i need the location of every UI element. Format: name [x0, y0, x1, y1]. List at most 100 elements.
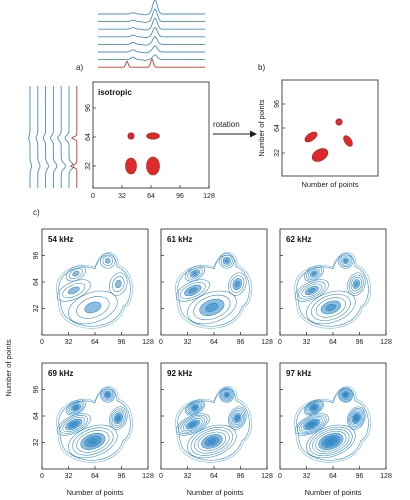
contour-ring	[56, 279, 91, 302]
envelope-contour	[294, 252, 371, 329]
top-trace	[98, 36, 205, 46]
ytick-label: 64	[33, 412, 40, 420]
xtick-label: 96	[237, 473, 245, 480]
contour-ring	[348, 407, 365, 429]
contour-ring	[307, 268, 321, 279]
xtick-label: 96	[237, 339, 245, 346]
contour-ring	[193, 406, 197, 409]
xtick-label: 0	[159, 473, 163, 480]
isotropic-xtick-label: 32	[118, 193, 126, 200]
xtick-label: 64	[91, 473, 99, 480]
xtick-label: 64	[210, 339, 218, 346]
spectrum-title: 62 kHz	[286, 235, 311, 244]
contour-ring	[56, 413, 91, 436]
rotated-peak	[304, 131, 318, 143]
envelope-contour	[175, 252, 252, 329]
top-trace	[98, 8, 205, 23]
xtick-label: 64	[210, 473, 218, 480]
top-trace	[98, 54, 205, 61]
contour-ring	[88, 438, 98, 445]
contour-ring	[309, 422, 315, 427]
xtick-label: 128	[142, 339, 154, 346]
contour-ring	[350, 277, 362, 292]
contour-ring	[188, 287, 198, 294]
xtick-label: 32	[184, 473, 192, 480]
envelope-contour-inner	[177, 388, 250, 461]
contour-ring	[315, 297, 346, 318]
panel-label-c: c)	[33, 208, 40, 217]
contour-ring	[192, 271, 198, 276]
contour-ring	[221, 389, 233, 401]
contour-ring	[339, 388, 352, 401]
contour-ring	[340, 256, 351, 266]
isotropic-ytick-label: 64	[85, 133, 92, 141]
contour-ring	[231, 411, 243, 425]
envelope-contour-inner	[296, 388, 369, 461]
xtick-label: 64	[329, 473, 337, 480]
contour-ring	[306, 401, 322, 414]
contour-ring	[69, 402, 83, 413]
rotated-peaks	[304, 118, 353, 162]
contour-ring	[76, 296, 110, 319]
contour-ring	[184, 265, 205, 282]
xtick-label: 0	[278, 339, 282, 346]
contour-ring	[305, 400, 323, 415]
contour-ring	[68, 424, 118, 459]
xtick-label: 96	[118, 339, 126, 346]
isotropic-title: isotropic	[98, 88, 132, 97]
rotation-arrow: rotation	[213, 120, 257, 138]
panel-label-a: a)	[76, 63, 83, 72]
contour-ring	[228, 406, 247, 430]
spectrum-panel: 62 kHz 0 32 64 96 128	[278, 228, 392, 346]
contour-ring	[301, 283, 323, 298]
contour-ring	[178, 414, 208, 435]
rotated-ytick-label: 96	[274, 100, 281, 108]
rotated-plot: 32 64 96 Number of points Number of points	[257, 79, 379, 189]
isotropic-peak	[146, 156, 160, 176]
left-trace	[50, 86, 58, 188]
xtick-label: 128	[380, 339, 392, 346]
contour-ring	[354, 416, 358, 420]
contour-ring	[294, 279, 329, 302]
contour-ring	[312, 428, 350, 455]
contour-ring	[205, 303, 219, 312]
contour-ring	[225, 393, 229, 397]
contour-ring	[349, 409, 364, 427]
contour-ring	[180, 416, 206, 433]
rotated-xlabel: Number of points	[301, 180, 358, 189]
contour-ring	[347, 406, 366, 430]
isotropic-peaks	[125, 132, 160, 176]
contour-ring	[187, 424, 237, 459]
envelope-contour-inner	[58, 254, 131, 327]
contour-ring	[347, 272, 366, 296]
xtick-label: 128	[380, 473, 392, 480]
ytick-label: 32	[33, 439, 40, 447]
contour-ring	[306, 424, 356, 459]
contour-ring	[309, 426, 353, 457]
arrow-head	[250, 130, 257, 138]
envelope-contour	[56, 386, 133, 463]
contour-ring	[228, 272, 247, 296]
isotropic-plot: isotropic 0 32 64 96 128 32 64 96	[85, 81, 215, 200]
spectrum-panel: 61 kHz 0 32 64 96 128	[159, 228, 273, 346]
contour-ring	[348, 274, 364, 294]
contour-ring	[230, 409, 244, 427]
contour-ring	[109, 272, 128, 296]
xtick-label: 64	[91, 339, 99, 346]
xtick-label: 128	[261, 473, 273, 480]
ytick-label: 32	[33, 305, 40, 313]
contour-ring	[65, 399, 86, 416]
xtick-label: 32	[303, 473, 311, 480]
contour-ring	[189, 402, 201, 413]
grid-xlabel-2: Number of points	[186, 488, 243, 497]
contour-ring	[74, 405, 78, 410]
grid-xlabel-1: Number of points	[66, 488, 123, 497]
rotated-peak	[335, 118, 343, 126]
contour-ring	[220, 388, 234, 402]
contour-ring	[175, 413, 210, 436]
contour-ring	[187, 401, 203, 414]
isotropic-peak	[125, 157, 137, 175]
xtick-label: 0	[40, 339, 44, 346]
contour-ring	[59, 415, 89, 434]
